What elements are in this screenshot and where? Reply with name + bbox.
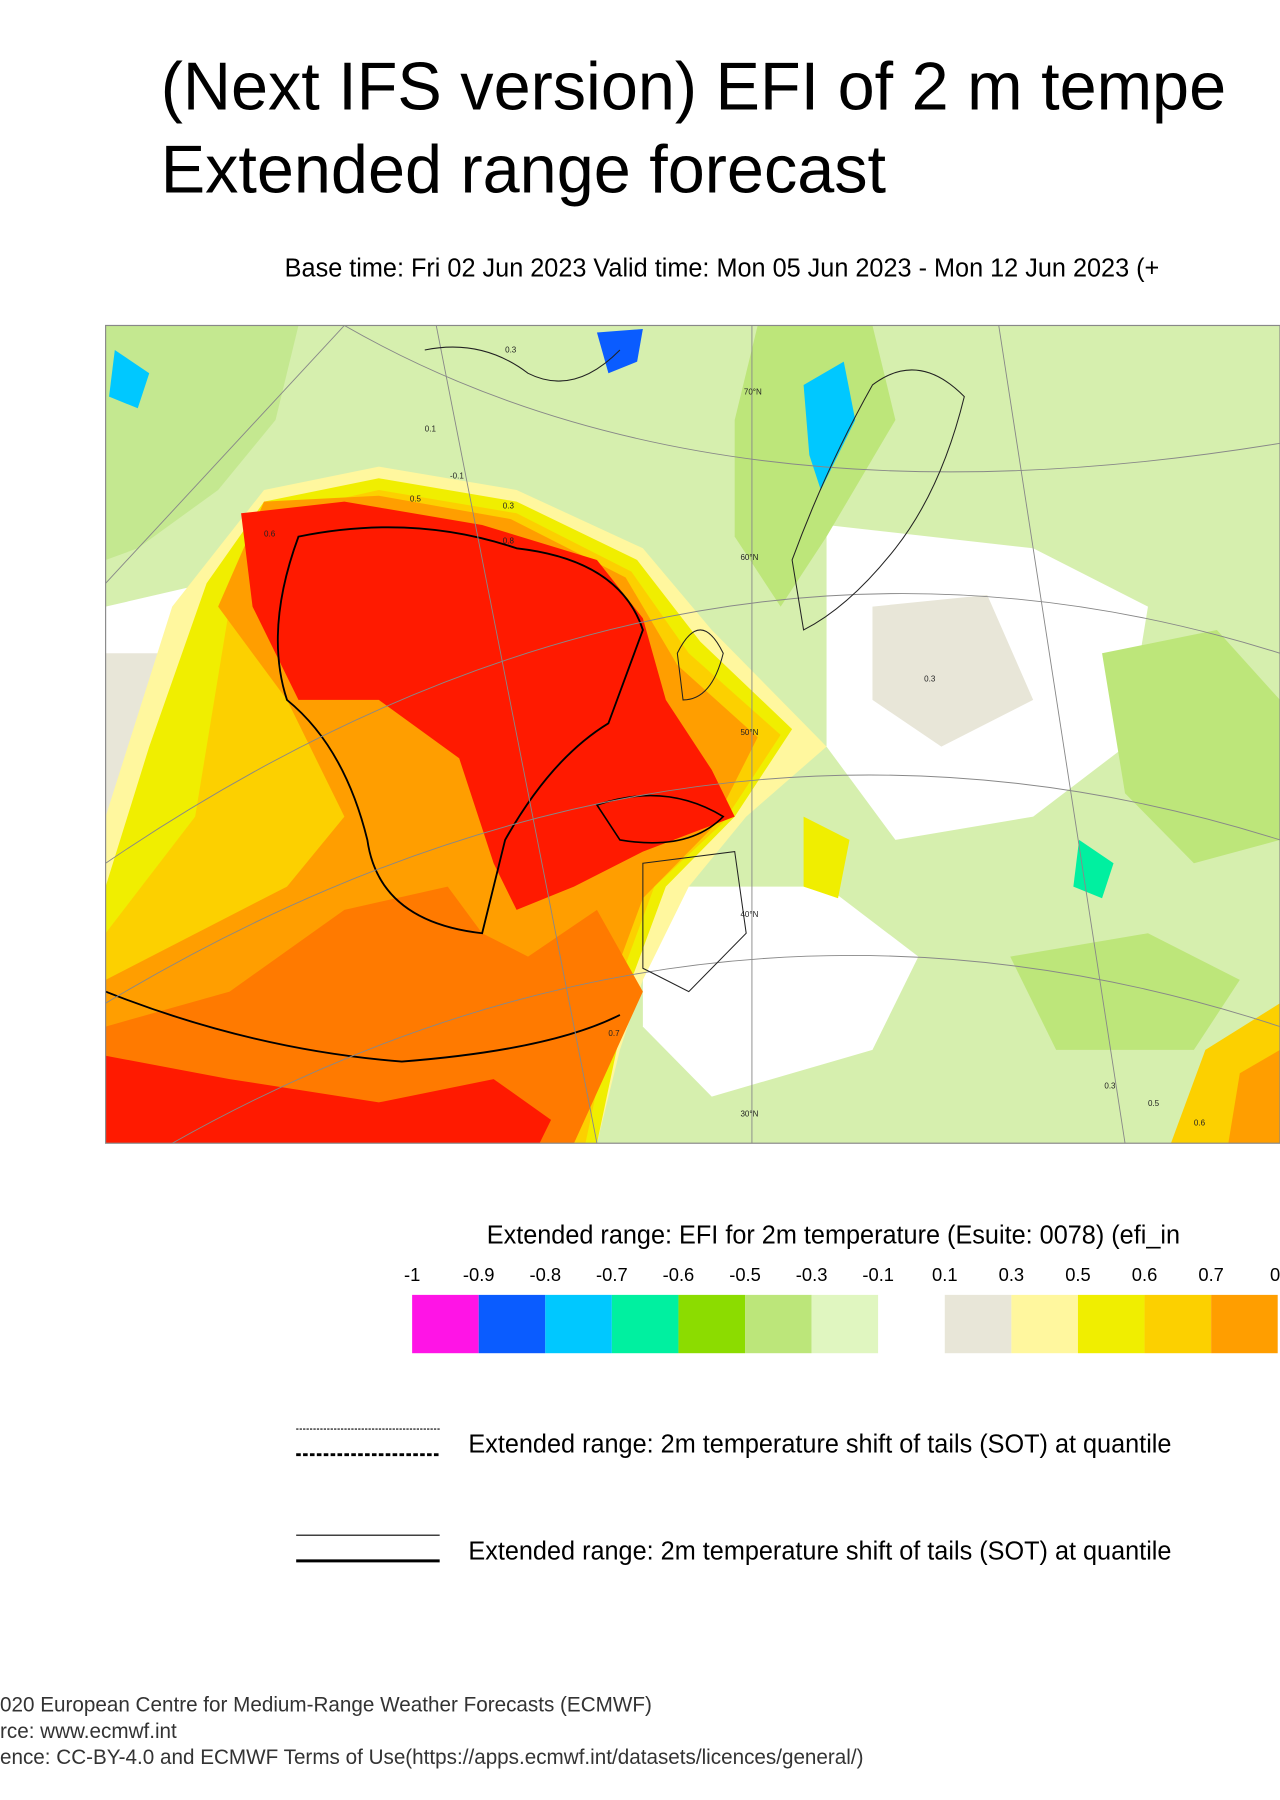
colorbar-tick-label: 0. (1270, 1264, 1280, 1285)
latitude-label: 60°N (740, 553, 758, 562)
title-line1: (Next IFS version) EFI of 2 m tempe (161, 49, 1226, 125)
latitude-label: 70°N (744, 387, 762, 396)
contour-label: 0.3 (924, 674, 936, 683)
colorbar-tick-label: -0.1 (862, 1264, 894, 1285)
legend-text: Extended range: 2m temperature shift of … (468, 1430, 1171, 1458)
colorbar-tick-label: -0.3 (796, 1264, 828, 1285)
contour-label: 0.7 (608, 1029, 620, 1038)
colorbar-tick-label: -0.6 (663, 1264, 695, 1285)
colorbar-tick-label: -0.5 (729, 1264, 761, 1285)
colorbar-tick-label: -0.8 (529, 1264, 561, 1285)
latitude-label: 30°N (740, 1109, 758, 1118)
colorbar-swatch (745, 1294, 812, 1354)
title-line2: Extended range forecast (161, 132, 887, 208)
colorbar-swatch (1011, 1294, 1078, 1354)
contour-label: 0.1 (425, 425, 437, 434)
colorbar-swatch (944, 1294, 1012, 1354)
colorbar-tick-label: 0.5 (1065, 1264, 1091, 1285)
contour-label: 0.6 (264, 530, 276, 539)
contour-label: -0.1 (450, 471, 464, 480)
footer-line: ence: CC-BY-4.0 and ECMWF Terms of Use(h… (0, 1746, 864, 1769)
colorbar-swatch (412, 1294, 479, 1354)
colorbar-tick-label: -0.7 (596, 1264, 628, 1285)
contour-label: 0.3 (503, 502, 515, 511)
colorbar-swatch (811, 1294, 879, 1354)
contour-label: 0.6 (1194, 1119, 1206, 1128)
footer-line: rce: www.ecmwf.int (0, 1720, 177, 1743)
colorbar-tick-label: -0.9 (463, 1264, 495, 1285)
map-frame (105, 324, 1280, 1144)
map (105, 325, 1280, 1144)
latitude-label: 40°N (740, 910, 758, 919)
subtitle: Base time: Fri 02 Jun 2023 Valid time: M… (285, 254, 1160, 282)
colorbar-tick-label: 0.7 (1198, 1264, 1224, 1285)
contour-label: 0.8 (503, 537, 515, 546)
colorbar-swatch (545, 1294, 612, 1354)
colorbar-tick-label: 0.3 (999, 1264, 1025, 1285)
contour-label: 0.5 (410, 495, 422, 504)
colorbar-tick-label: 0.1 (932, 1264, 958, 1285)
colorbar-tick-label: -1 (404, 1264, 420, 1285)
contour-label: 0.5 (1148, 1099, 1160, 1108)
colorbar-swatch (878, 1294, 945, 1354)
colorbar-title: Extended range: EFI for 2m temperature (… (487, 1221, 1180, 1249)
colorbar-swatch (1211, 1294, 1278, 1354)
colorbar-swatch (1144, 1294, 1212, 1354)
colorbar-swatch (478, 1294, 546, 1354)
colorbar-swatch (611, 1294, 679, 1354)
footer-line: 020 European Centre for Medium-Range Wea… (0, 1693, 652, 1716)
contour-label: 0.3 (1104, 1081, 1116, 1090)
contour-label: 0.3 (505, 345, 517, 354)
colorbar-swatch (1077, 1294, 1145, 1354)
colorbar-tick-label: 0.6 (1132, 1264, 1158, 1285)
latitude-label: 50°N (740, 728, 758, 737)
colorbar-swatch (678, 1294, 746, 1354)
legend-text: Extended range: 2m temperature shift of … (468, 1538, 1171, 1566)
